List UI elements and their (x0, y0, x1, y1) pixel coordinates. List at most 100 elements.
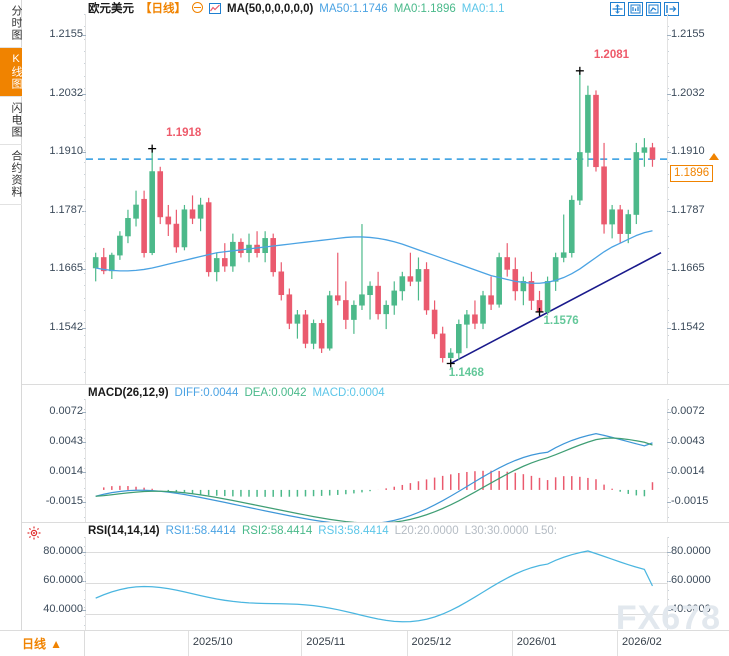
price-panel-header: 欧元美元 【日线】 MA(50,0,0,0,0,0) MA50:1.1746 MA0:1… (88, 2, 511, 18)
macd-panel-header: MACD(26,12,9) DIFF:0.0044 DEA:0.0042 MACD:0… (88, 387, 391, 400)
time-tick-separator (406, 631, 408, 656)
ma-indicator-label: MA(50,0,0,0,0,0) (227, 3, 314, 15)
axis-minor-tick (84, 137, 85, 139)
indicator-chart-icon[interactable] (209, 3, 221, 18)
axis-minor-tick (668, 100, 669, 102)
axis-tick (82, 610, 86, 612)
axis-minor-tick (84, 100, 85, 102)
price-axis-label-left: 1.2032 (49, 87, 83, 100)
axis-minor-tick (84, 273, 85, 274)
price-up-arrow-icon (709, 153, 719, 161)
axis-minor-tick (668, 418, 669, 420)
axis-minor-tick (668, 467, 669, 469)
axis-minor-tick (668, 537, 669, 538)
axis-minor-tick (84, 545, 85, 547)
axis-minor-tick (84, 572, 85, 574)
price-axis-label-right: 1.1665 (671, 262, 705, 275)
rsi-panel: RSI(14,14,14) RSI1:58.4414 RSI2:58.4414 RSI… (22, 522, 729, 630)
axis-minor-tick (668, 517, 669, 518)
axis-minor-tick (84, 38, 85, 40)
axis-minor-tick (668, 545, 669, 547)
axis-tick (667, 328, 671, 330)
macd-drawing (95, 433, 654, 525)
price-axis-label-left: 1.1787 (49, 204, 83, 217)
time-axis-label: 2026/02 (622, 636, 662, 648)
axis-tick (667, 610, 671, 612)
price-axis-label-right: 1.1542 (671, 321, 705, 334)
axis-minor-tick (668, 38, 669, 40)
rsi3-value: RSI3:58.4414 (318, 525, 389, 537)
price-axis-label-left: 1.1665 (49, 262, 83, 275)
axis-minor-tick (84, 297, 85, 299)
axis-minor-tick (84, 497, 85, 499)
axis-minor-tick (84, 63, 85, 65)
axis-minor-tick (84, 322, 85, 324)
axis-minor-tick (668, 438, 669, 440)
rsi-plot-area[interactable]: 80.0000 80.0000 60.0000 60.0000 40.0000 40.00… (43, 537, 711, 630)
sidebar-item-contract[interactable]: 合约资料 (0, 145, 22, 205)
rsi-l30: L30:30.0000 (464, 525, 529, 537)
axis-minor-tick (668, 554, 669, 556)
period-selector-button[interactable]: 日线 ▲ (0, 631, 85, 656)
time-axis-panel: 日线 ▲ 2025/10 2025/11 2025/12 2026/01 2026/02 (0, 630, 729, 656)
axis-minor-tick (668, 347, 669, 348)
period-label: 【日线】 (140, 3, 186, 15)
axis-minor-tick (668, 88, 669, 89)
price-axis-label-left: 1.1542 (49, 321, 83, 334)
chevron-up-icon: ▲ (50, 636, 62, 651)
macd-plot-area[interactable]: 0.0072 0.0072 0.0043 0.0043 0.0014 0.0014 -0.0… (46, 399, 708, 525)
axis-tick (667, 152, 671, 154)
axis-minor-tick (668, 260, 669, 262)
rsi-drawing (86, 550, 667, 623)
chart-scale-icon[interactable] (628, 2, 643, 16)
rsi-title: RSI(14,14,14) (88, 525, 160, 537)
minus-circle-icon[interactable] (192, 2, 203, 13)
axis-minor-tick (668, 137, 669, 139)
axis-minor-tick (668, 487, 669, 489)
crosshair-icon[interactable] (610, 2, 625, 16)
axis-minor-tick (84, 260, 85, 262)
axis-minor-tick (668, 408, 669, 410)
axis-tick (667, 412, 671, 414)
rsi2-value: RSI2:58.4414 (241, 525, 313, 537)
axis-tick (667, 471, 671, 473)
rsi-panel-header: RSI(14,14,14) RSI1:58.4414 RSI2:58.4414 RSI… (88, 525, 563, 538)
axis-minor-tick (84, 399, 85, 400)
symbol-name: 欧元美元 (88, 3, 134, 15)
chart-expand-icon[interactable] (664, 2, 679, 16)
axis-minor-tick (84, 448, 85, 450)
macd-axis-label-right: 0.0014 (671, 464, 705, 477)
axis-tick (82, 35, 86, 37)
price-plot-area[interactable]: 1.2155 1.2155 1.2032 1.2032 1.1910 1.1910 1.17… (49, 14, 719, 385)
axis-minor-tick (668, 572, 669, 574)
price-panel: 欧元美元 【日线】 MA(50,0,0,0,0,0) MA50:1.1746 MA0:1… (22, 0, 729, 385)
axis-minor-tick (84, 607, 85, 609)
axis-minor-tick (668, 477, 669, 479)
annotation-high-left: 1.1918 (166, 126, 202, 139)
ma50-value: MA50:1.1746 (319, 3, 388, 15)
price-axis-label-right: 1.1787 (671, 204, 705, 217)
price-axis-label-left: 1.2155 (49, 28, 83, 41)
macd-axis-label-left: -0.0015 (45, 494, 83, 507)
chart-fit-icon[interactable] (646, 2, 661, 16)
axis-tick (82, 412, 86, 414)
axis-minor-tick (84, 88, 85, 89)
axis-minor-tick (668, 563, 669, 565)
axis-minor-tick (84, 371, 85, 373)
price-axis-label-right: 1.1910 (671, 145, 705, 158)
axis-minor-tick (668, 371, 669, 373)
axis-minor-tick (84, 149, 85, 151)
brightness-icon[interactable] (27, 526, 41, 540)
axis-minor-tick (84, 458, 85, 459)
price-axis-label-right: 1.2032 (671, 87, 705, 100)
axis-minor-tick (84, 616, 85, 618)
axis-minor-tick (668, 162, 669, 163)
axis-minor-tick (668, 273, 669, 274)
axis-tick (667, 35, 671, 37)
time-axis-label: 2025/11 (306, 636, 346, 648)
rsi1-value: RSI1:58.4414 (165, 525, 236, 537)
sidebar-item-lightning[interactable]: 闪电图 (0, 97, 22, 145)
sidebar-item-timeshare[interactable]: 分时图 (0, 0, 22, 48)
sidebar-item-kline[interactable]: K线图 (0, 48, 22, 97)
period-selector-label: 日线 (22, 637, 47, 651)
